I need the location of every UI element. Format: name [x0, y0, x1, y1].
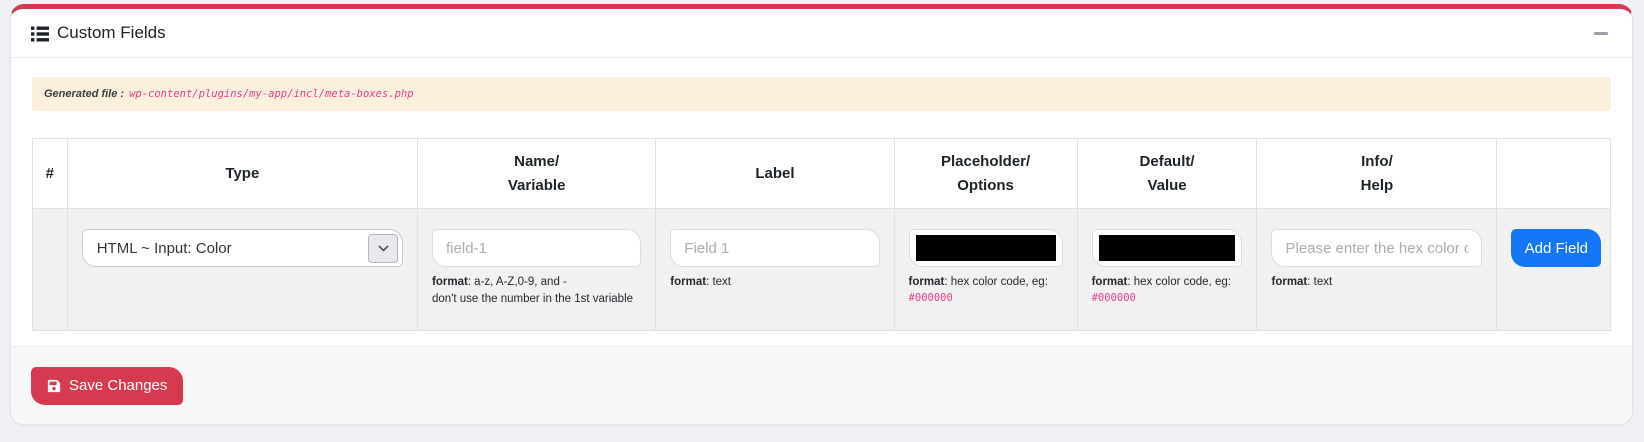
header-type: Type: [66, 138, 419, 209]
panel-title-text: Custom Fields: [57, 23, 166, 42]
generated-file-path: wp-content/plugins/my-app/incl/meta-boxe…: [129, 88, 414, 100]
header-index: #: [32, 138, 68, 209]
custom-fields-panel: Custom Fields Generated file : wp-conten…: [10, 4, 1633, 425]
label-input[interactable]: [670, 229, 880, 267]
info-help-input[interactable]: [1271, 229, 1483, 267]
name-variable-cell: format: a-z, A-Z,0-9, and - don't use th…: [417, 208, 657, 331]
name-format-hint: format: a-z, A-Z,0-9, and - don't use th…: [432, 276, 634, 306]
row-index-cell: [32, 208, 68, 331]
placeholder-format-hint: format: hex color code, eg: #000000: [908, 276, 1048, 305]
placeholder-options-cell: format: hex color code, eg: #000000: [893, 208, 1078, 331]
field-type-selected-value: HTML ~ Input: Color: [96, 239, 232, 257]
minimize-icon: [1594, 31, 1608, 35]
default-color-swatch: [1098, 235, 1236, 261]
save-button-label: Save Changes: [69, 377, 168, 394]
info-help-cell: format: text: [1256, 208, 1498, 331]
save-changes-button[interactable]: Save Changes: [31, 366, 184, 405]
field-type-select[interactable]: HTML ~ Input: Color: [81, 229, 404, 267]
default-color-picker[interactable]: [1091, 229, 1243, 267]
action-cell: Add Field: [1496, 208, 1611, 331]
panel-header: Custom Fields: [11, 9, 1632, 58]
list-icon: [31, 26, 49, 42]
header-name-variable: Name/ Variable: [417, 138, 657, 209]
minimize-button[interactable]: [1590, 22, 1612, 44]
custom-fields-table: # Type Name/ Variable Label Placeholder/…: [32, 138, 1611, 331]
header-label: Label: [655, 138, 895, 209]
placeholder-color-swatch: [915, 235, 1056, 261]
default-value-cell: format: hex color code, eg: #000000: [1076, 208, 1258, 331]
notice-label: Generated file :: [44, 88, 125, 100]
header-default-value: Default/ Value: [1076, 138, 1258, 209]
placeholder-color-picker[interactable]: [908, 229, 1063, 267]
add-field-button[interactable]: Add Field: [1511, 229, 1602, 267]
header-actions: [1496, 138, 1611, 209]
chevron-down-icon: [368, 233, 399, 263]
panel-title: Custom Fields: [31, 23, 166, 43]
header-placeholder-options: Placeholder/ Options: [893, 138, 1078, 209]
label-cell: format: text: [655, 208, 895, 331]
field-row: HTML ~ Input: Color format: a-z, A-Z,0-9…: [32, 208, 1611, 331]
generated-file-notice: Generated file : wp-content/plugins/my-a…: [32, 77, 1611, 111]
panel-body: Generated file : wp-content/plugins/my-a…: [11, 58, 1632, 331]
label-format-hint: format: text: [670, 276, 731, 288]
table-header-row: # Type Name/ Variable Label Placeholder/…: [32, 138, 1611, 209]
header-info-help: Info/ Help: [1256, 138, 1498, 209]
panel-footer: Save Changes: [11, 346, 1632, 424]
name-variable-input[interactable]: [432, 229, 642, 267]
default-format-hint: format: hex color code, eg: #000000: [1091, 276, 1231, 305]
type-cell: HTML ~ Input: Color: [66, 208, 419, 331]
save-icon: [47, 379, 61, 393]
info-format-hint: format: text: [1271, 276, 1333, 288]
